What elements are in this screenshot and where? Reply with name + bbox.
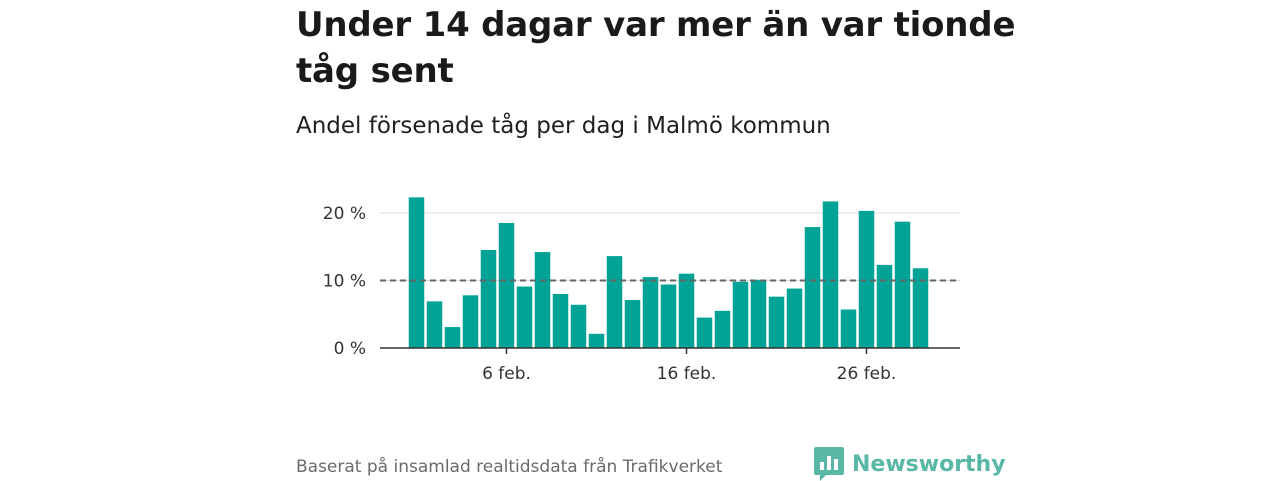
- bar: [552, 293, 569, 348]
- bar: [480, 250, 497, 348]
- bar: [822, 201, 839, 348]
- bar: [462, 295, 479, 348]
- bar: [570, 304, 587, 348]
- bar: [768, 296, 785, 348]
- bar: [912, 268, 929, 348]
- brand-name: Newsworthy: [852, 451, 1006, 477]
- y-tick-label: 0 %: [334, 339, 366, 359]
- chart-subtitle: Andel försenade tåg per dag i Malmö komm…: [296, 113, 831, 139]
- bar: [498, 223, 515, 348]
- bar: [732, 281, 749, 348]
- y-tick-label: 10 %: [323, 271, 366, 291]
- bar: [696, 317, 713, 348]
- bar: [876, 264, 893, 348]
- bar: [426, 301, 443, 348]
- bar-chart: 0 % 10 % 20 % 6 feb. 16 feb. 26 feb.: [323, 197, 960, 384]
- x-tick-label: 26 feb.: [837, 364, 897, 384]
- x-tick-label: 16 feb.: [657, 364, 717, 384]
- x-tick-label: 6 feb.: [482, 364, 531, 384]
- bar: [534, 252, 551, 348]
- brand-logo[interactable]: Newsworthy: [814, 447, 1006, 481]
- bar: [660, 284, 677, 348]
- y-tick-label: 20 %: [323, 204, 366, 224]
- newsworthy-logo-icon: [814, 447, 844, 481]
- bar: [606, 256, 623, 348]
- bar: [408, 197, 425, 348]
- bar: [642, 277, 659, 348]
- bar: [444, 327, 461, 348]
- bar: [804, 227, 821, 348]
- bar: [858, 210, 875, 348]
- bar: [750, 279, 767, 348]
- axes: 0 % 10 % 20 % 6 feb. 16 feb. 26 feb.: [323, 204, 960, 384]
- bar: [624, 300, 641, 348]
- bar: [894, 221, 911, 348]
- bar: [678, 273, 695, 348]
- bar: [588, 333, 605, 348]
- source-note: Baserat på insamlad realtidsdata från Tr…: [296, 457, 723, 477]
- bar: [714, 310, 731, 348]
- bar: [786, 288, 803, 348]
- bar: [516, 286, 533, 348]
- bars: [408, 197, 929, 348]
- bar: [840, 309, 857, 348]
- chart-title: Under 14 dagar var mer än var tionde tåg…: [296, 5, 1016, 91]
